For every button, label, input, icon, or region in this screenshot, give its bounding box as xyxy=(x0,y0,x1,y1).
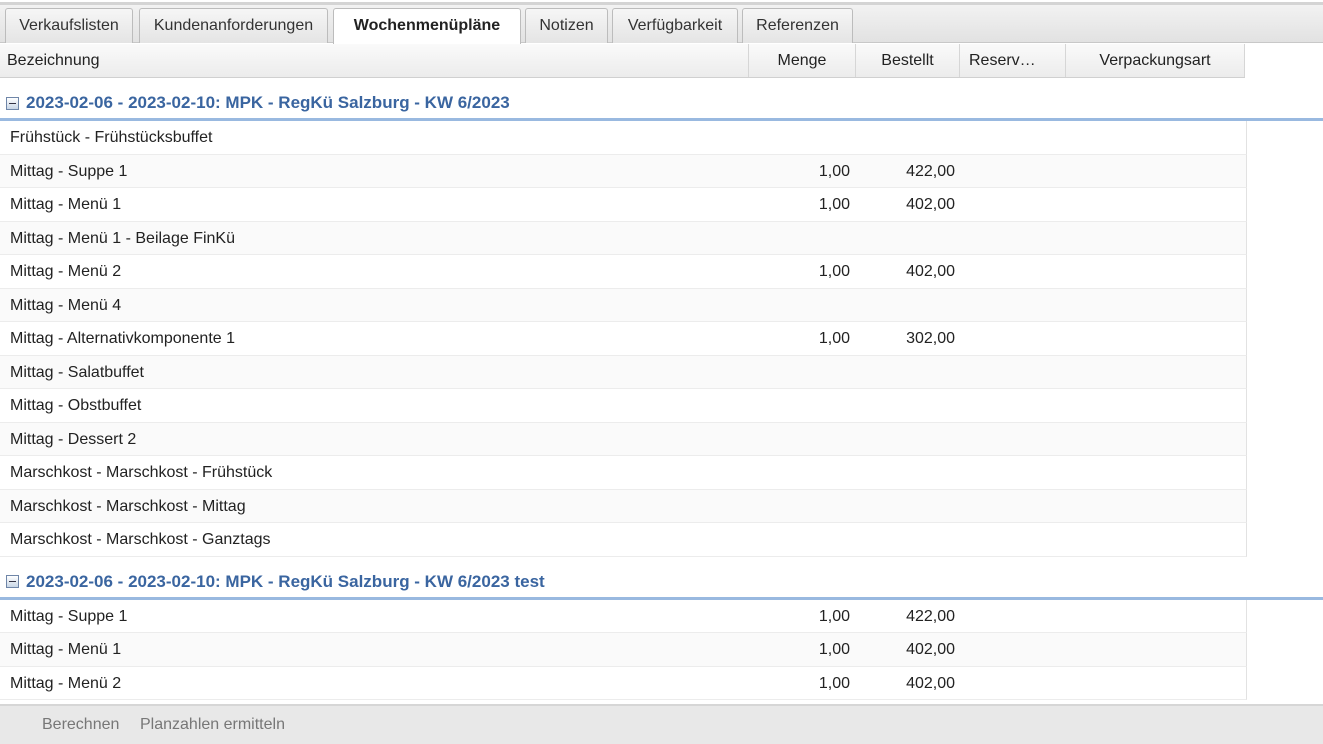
cell-bezeichnung: Frühstück - Frühstücksbuffet xyxy=(10,129,213,146)
determine-plan-figures-button[interactable]: Planzahlen ermitteln xyxy=(140,716,285,733)
cell-bezeichnung: Marschkost - Marschkost - Mittag xyxy=(10,497,246,515)
grid-header: Bezeichnung Menge Bestellt Reserv… Verpa… xyxy=(0,44,1245,78)
table-row[interactable]: Mittag - Suppe 1 1,00 422,00 xyxy=(0,154,1247,188)
table-row[interactable]: Mittag - Suppe 1 1,00 422,00 xyxy=(0,599,1247,633)
tab-referenzen[interactable]: Referenzen xyxy=(742,8,853,43)
cell-bezeichnung: Mittag - Menü 1 - Beilage FinKü xyxy=(10,229,235,247)
table-row[interactable]: Mittag - Salatbuffet xyxy=(0,355,1247,389)
cell-bestellt: 302,00 xyxy=(906,330,955,347)
group-title-text: 2023-02-06 - 2023-02-10: MPK - RegKü Sal… xyxy=(26,571,545,591)
group-rows: Frühstück - Frühstücksbuffet Mittag - Sup… xyxy=(0,121,1323,557)
column-header-bestellt[interactable]: Bestellt xyxy=(855,44,959,77)
cell-bestellt: 402,00 xyxy=(906,641,955,658)
tab-bar: Verkaufslisten Kundenanforderungen Woche… xyxy=(0,5,1323,44)
table-row[interactable]: Marschkost - Marschkost - Mittag xyxy=(0,489,1247,523)
table-row[interactable]: Mittag - Menü 1 - Beilage FinKü xyxy=(0,221,1247,255)
cell-bestellt: 422,00 xyxy=(906,607,955,625)
tab-verfuegbarkeit[interactable]: Verfügbarkeit xyxy=(612,8,738,43)
tab-wochenmenueplaene[interactable]: Wochenmenüpläne xyxy=(333,8,521,44)
cell-bezeichnung: Mittag - Menü 1 xyxy=(10,641,122,658)
cell-bestellt: 402,00 xyxy=(906,263,955,280)
grid-body: 2023-02-06 - 2023-02-10: MPK - RegKü Sal… xyxy=(0,78,1323,704)
table-row[interactable]: Frühstück - Frühstücksbuffet xyxy=(0,121,1247,155)
column-header-reserviert[interactable]: Reserv… xyxy=(959,44,1065,77)
cell-bezeichnung: Mittag - Menü 4 xyxy=(10,296,122,314)
cell-bezeichnung: Marschkost - Marschkost - Frühstück xyxy=(10,464,273,481)
table-row[interactable]: Mittag - Menü 1 1,00 402,00 xyxy=(0,633,1247,667)
footer-toolbar: Berechnen Planzahlen ermitteln xyxy=(0,704,1323,744)
table-row[interactable]: Mittag - Menü 1 1,00 402,00 xyxy=(0,188,1247,222)
table-row[interactable]: Marschkost - Marschkost - Ganztags xyxy=(0,523,1247,557)
cell-menge: 1,00 xyxy=(818,641,850,658)
collapse-icon[interactable] xyxy=(6,575,19,588)
table-row[interactable]: Mittag - Obstbuffet xyxy=(0,389,1247,423)
cell-bestellt: 422,00 xyxy=(906,162,955,180)
cell-bestellt: 402,00 xyxy=(906,674,955,692)
cell-bezeichnung: Mittag - Menü 2 xyxy=(10,674,122,692)
cell-bezeichnung: Marschkost - Marschkost - Ganztags xyxy=(10,531,271,548)
table-row[interactable]: Mittag - Dessert 2 xyxy=(0,422,1247,456)
cell-bezeichnung: Mittag - Obstbuffet xyxy=(10,397,142,414)
group-header[interactable]: 2023-02-06 - 2023-02-10: MPK - RegKü Sal… xyxy=(0,78,1323,121)
group-title: 2023-02-06 - 2023-02-10: MPK - RegKü Sal… xyxy=(6,572,545,592)
cell-bezeichnung: Mittag - Menü 1 xyxy=(10,196,122,213)
table-row[interactable]: Mittag - Menü 4 xyxy=(0,288,1247,322)
calculate-button[interactable]: Berechnen xyxy=(42,716,120,733)
column-header-menge[interactable]: Menge xyxy=(748,44,855,77)
top-border xyxy=(0,0,1323,5)
table-row[interactable]: Mittag - Alternativkomponente 1 1,00 302,0… xyxy=(0,322,1247,356)
tab-kundenanforderungen[interactable]: Kundenanforderungen xyxy=(139,8,328,43)
cell-bestellt: 402,00 xyxy=(906,196,955,213)
table-row[interactable]: Mittag - Menü 2 1,00 402,00 xyxy=(0,255,1247,289)
cell-bezeichnung: Mittag - Menü 2 xyxy=(10,263,122,280)
cell-menge: 1,00 xyxy=(818,263,850,280)
cell-bezeichnung: Mittag - Dessert 2 xyxy=(10,430,137,448)
cell-bezeichnung: Mittag - Salatbuffet xyxy=(10,363,144,381)
tab-verkaufslisten[interactable]: Verkaufslisten xyxy=(5,8,133,43)
group-rows: Mittag - Suppe 1 1,00 422,00 Mittag - Menü … xyxy=(0,599,1323,700)
cell-bezeichnung: Mittag - Suppe 1 xyxy=(10,162,128,180)
group-title: 2023-02-06 - 2023-02-10: MPK - RegKü Sal… xyxy=(6,93,510,113)
cell-menge: 1,00 xyxy=(818,674,850,692)
tab-notizen[interactable]: Notizen xyxy=(525,8,608,43)
cell-menge: 1,00 xyxy=(818,330,850,347)
column-header-verpackungsart[interactable]: Verpackungsart xyxy=(1065,44,1245,77)
table-row[interactable]: Marschkost - Marschkost - Frühstück xyxy=(0,456,1247,490)
group-header[interactable]: 2023-02-06 - 2023-02-10: MPK - RegKü Sal… xyxy=(0,557,1323,600)
collapse-icon[interactable] xyxy=(6,96,19,110)
cell-menge: 1,00 xyxy=(818,607,850,625)
cell-bezeichnung: Mittag - Suppe 1 xyxy=(10,607,128,625)
cell-menge: 1,00 xyxy=(818,162,850,180)
group-title-text: 2023-02-06 - 2023-02-10: MPK - RegKü Sal… xyxy=(26,93,510,112)
cell-menge: 1,00 xyxy=(818,196,850,213)
table-row[interactable]: Mittag - Menü 2 1,00 402,00 xyxy=(0,666,1247,700)
cell-bezeichnung: Mittag - Alternativkomponente 1 xyxy=(10,330,236,347)
column-header-bezeichnung[interactable]: Bezeichnung xyxy=(7,52,100,69)
